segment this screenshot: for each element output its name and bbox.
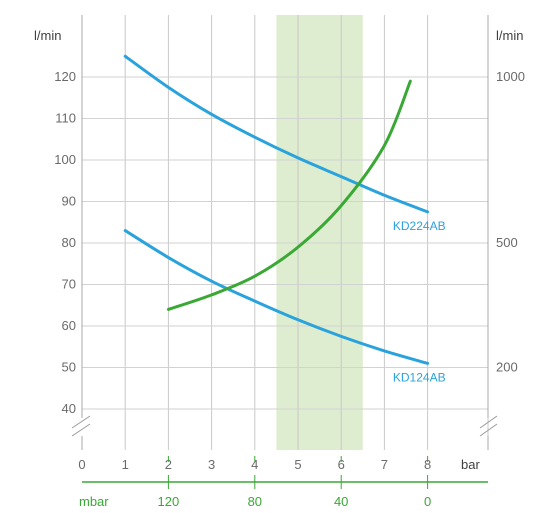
- left-tick-label: 50: [62, 360, 76, 375]
- series-layer: [123, 54, 430, 365]
- x-tick-label: 5: [294, 457, 301, 472]
- labels-layer: KD224AB KD124AB: [393, 219, 446, 384]
- x-tick-label: 6: [338, 457, 345, 472]
- right-tick-label: 200: [496, 360, 518, 375]
- series-kd224ab: [123, 54, 430, 214]
- mbar-tick-label: 40: [334, 494, 348, 509]
- axis-break-mark: [71, 415, 91, 429]
- left-tick-label: 70: [62, 277, 76, 292]
- x-axis-unit: bar: [461, 457, 480, 472]
- left-tick-label: 120: [54, 69, 76, 84]
- x-tick-label: 2: [165, 457, 172, 472]
- series-label: KD224AB: [393, 219, 446, 233]
- right-tick-label: 1000: [496, 69, 525, 84]
- mbar-tick-label: 120: [158, 494, 180, 509]
- left-tick-label: 110: [55, 111, 76, 126]
- x-tick-label: 8: [424, 457, 431, 472]
- left-tick-label: 40: [62, 401, 76, 416]
- axis-break-mark: [479, 415, 498, 429]
- highlight-band: [276, 15, 363, 450]
- left-tick-label: 80: [62, 235, 76, 250]
- x-tick-label: 7: [381, 457, 388, 472]
- right-axis-unit: l/min: [496, 28, 523, 43]
- series-kd124ab: [123, 229, 430, 365]
- mbar-tick-label: 0: [424, 494, 431, 509]
- axis-break-mark: [479, 423, 498, 437]
- x-tick-label: 1: [122, 457, 129, 472]
- left-tick-label: 100: [54, 152, 76, 167]
- left-axis-unit: l/min: [34, 28, 61, 43]
- x-tick-label: 4: [251, 457, 258, 472]
- axes: 405060708090100110120l/min2005001000l/mi…: [34, 15, 525, 509]
- axis-break-mark: [71, 423, 91, 437]
- series-label: KD124AB: [393, 370, 446, 384]
- grid: [82, 15, 489, 450]
- left-tick-label: 60: [62, 318, 76, 333]
- left-tick-label: 90: [62, 194, 76, 209]
- x-tick-label: 0: [78, 457, 85, 472]
- mbar-axis-unit: mbar: [79, 494, 109, 509]
- series-pressure-curve: [166, 79, 412, 311]
- mbar-tick-label: 80: [248, 494, 262, 509]
- x-tick-label: 3: [208, 457, 215, 472]
- right-tick-label: 500: [496, 235, 518, 250]
